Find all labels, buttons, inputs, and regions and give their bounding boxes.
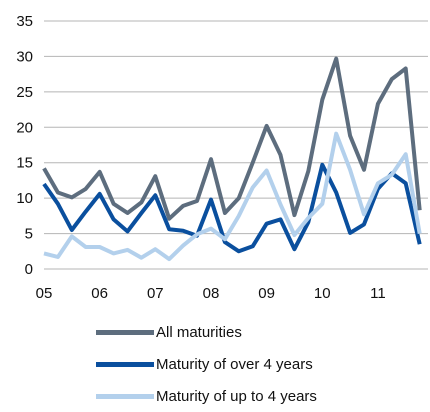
legend-label-over-4-years: Maturity of over 4 years <box>156 355 313 373</box>
x-tick-label: 09 <box>258 285 275 302</box>
legend-swatch-all-maturities <box>96 329 154 335</box>
legend: All maturities Maturity of over 4 years … <box>96 316 317 412</box>
y-tick-label: 15 <box>16 155 33 172</box>
x-tick-label: 05 <box>36 285 53 302</box>
y-tick-label: 20 <box>16 119 33 136</box>
y-tick-label: 10 <box>16 190 33 207</box>
legend-item-up-to-4-years: Maturity of up to 4 years <box>96 380 317 412</box>
series-line-2 <box>42 162 422 254</box>
y-tick-label: 0 <box>25 261 33 278</box>
x-tick-label: 08 <box>203 285 220 302</box>
legend-item-over-4-years: Maturity of over 4 years <box>96 348 317 380</box>
gridlines <box>44 20 428 270</box>
legend-swatch-over-4-years <box>96 361 154 367</box>
series-line-1 <box>42 56 422 221</box>
y-tick-label: 30 <box>16 48 33 65</box>
x-tick-label: 07 <box>147 285 164 302</box>
series-lines <box>42 56 422 262</box>
x-tick-label: 11 <box>370 285 386 302</box>
y-tick-label: 35 <box>16 13 33 30</box>
x-axis-tick-labels: 05 06 07 08 09 10 11 <box>36 285 386 302</box>
series-line-3 <box>43 131 422 262</box>
x-tick-label: 06 <box>91 285 108 302</box>
legend-label-up-to-4-years: Maturity of up to 4 years <box>156 387 317 405</box>
y-tick-label: 5 <box>25 226 33 243</box>
legend-item-all-maturities: All maturities <box>96 316 317 348</box>
y-axis-tick-labels: 0 5 10 15 20 25 30 35 <box>16 13 33 278</box>
legend-swatch-up-to-4-years <box>96 393 154 399</box>
legend-label-all-maturities: All maturities <box>156 323 242 341</box>
x-tick-label: 10 <box>314 285 331 302</box>
y-tick-label: 25 <box>16 84 33 101</box>
